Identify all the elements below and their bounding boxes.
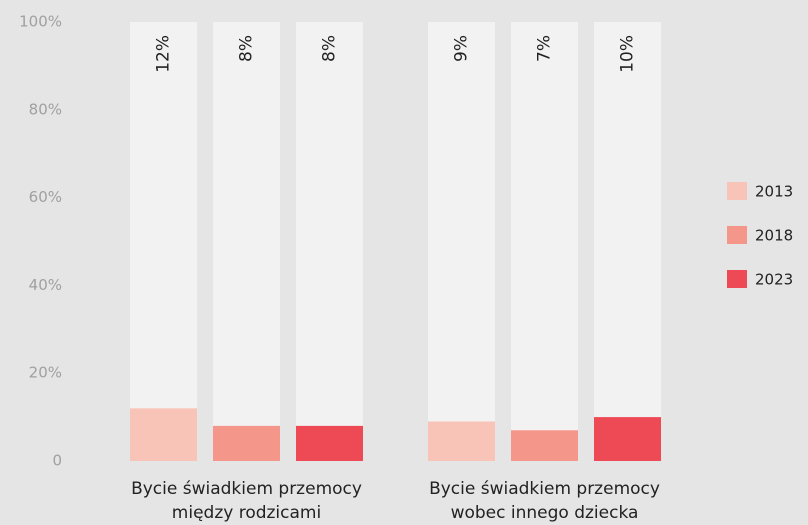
value-label: 10%: [618, 35, 638, 73]
bar-background: [511, 22, 578, 461]
bar: [296, 425, 363, 461]
legend-label: 2023: [755, 271, 793, 289]
y-tick-label: 100%: [19, 13, 62, 31]
bar: [213, 425, 280, 461]
bar: [594, 417, 661, 461]
bar-background: [213, 22, 280, 461]
x-tick-label: Bycie świadkiem przemocy wobec innego dz…: [429, 479, 660, 523]
bar-background: [594, 22, 661, 461]
legend-label: 2013: [755, 183, 793, 201]
value-label: 12%: [154, 35, 174, 73]
y-tick-label: 80%: [29, 100, 62, 118]
bar: [428, 421, 495, 461]
x-tick-label: Bycie świadkiem przemocy między rodzicam…: [131, 479, 362, 523]
value-label: 7%: [535, 35, 555, 62]
y-tick-label: 20%: [29, 364, 62, 382]
bar-background: [130, 22, 197, 461]
bar-background: [296, 22, 363, 461]
value-label: 9%: [452, 35, 472, 62]
y-tick-label: 40%: [29, 276, 62, 294]
value-label: 8%: [237, 35, 257, 62]
y-tick-label: 60%: [29, 188, 62, 206]
legend-swatch: [727, 226, 747, 244]
legend-swatch: [727, 270, 747, 288]
bar-background: [428, 22, 495, 461]
value-label: 8%: [320, 35, 340, 62]
legend-label: 2018: [755, 227, 793, 245]
bar: [130, 408, 197, 461]
y-tick-label: 0: [52, 452, 62, 470]
legend-swatch: [727, 182, 747, 200]
bar: [511, 430, 578, 461]
